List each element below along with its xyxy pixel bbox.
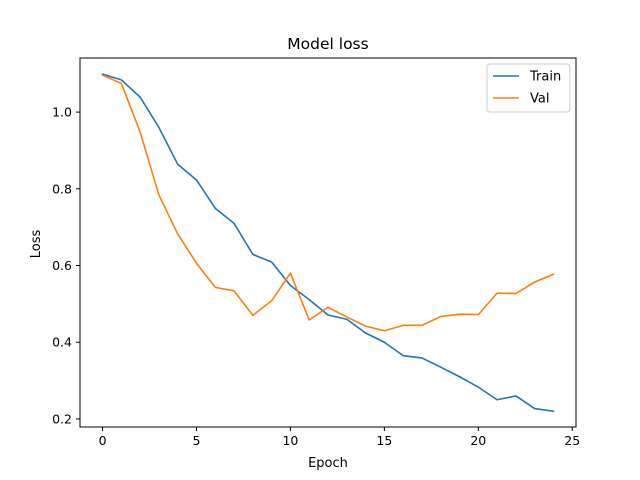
y-tick-label: 0.8 (52, 181, 72, 196)
y-tick-label: 0.6 (52, 258, 72, 273)
x-tick-label: 25 (564, 433, 580, 448)
y-tick-label: 0.2 (52, 411, 72, 426)
legend-label-val: Val (530, 92, 549, 107)
plot-area: 0 5 10 15 20 25 0.2 0.4 0.6 0.8 1.0 (52, 57, 580, 448)
plot-frame (79, 57, 577, 428)
legend: Train Val (486, 63, 571, 113)
y-tick-label: 1.0 (52, 105, 72, 120)
x-tick-label: 0 (99, 433, 107, 448)
series-line-val (101, 74, 555, 332)
y-axis-label: Loss (29, 230, 44, 259)
series-line-train (101, 73, 555, 413)
x-tick-label: 15 (376, 433, 392, 448)
y-tick-label: 0.4 (52, 335, 72, 350)
x-tick-label: 5 (193, 433, 201, 448)
x-axis-label: Epoch (308, 456, 348, 471)
x-tick-label: 20 (470, 433, 486, 448)
chart-title: Model loss (287, 35, 368, 53)
legend-label-train: Train (529, 70, 561, 85)
x-tick-label: 10 (282, 433, 298, 448)
